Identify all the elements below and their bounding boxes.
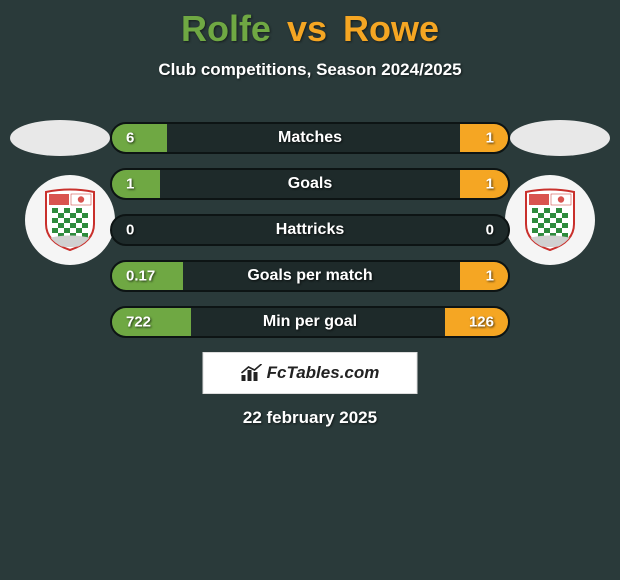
stat-value-left: 722: [126, 314, 151, 331]
stat-value-right: 1: [486, 268, 494, 285]
player2-club-badge: [505, 175, 595, 265]
stat-row: 722 126 Min per goal: [110, 306, 510, 338]
stat-bar-left: [112, 170, 160, 198]
bars-icon: [241, 364, 263, 382]
vs-label: vs: [287, 8, 327, 49]
stat-row: 6 1 Matches: [110, 122, 510, 154]
stat-value-left: 6: [126, 130, 134, 147]
player1-club-badge: [25, 175, 115, 265]
brand-text: FcTables.com: [267, 363, 380, 383]
club-shield-icon: [43, 188, 97, 252]
stat-value-right: 1: [486, 176, 494, 193]
stat-label: Goals per match: [247, 267, 372, 285]
stat-bar-right: [460, 170, 508, 198]
stat-value-left: 0: [126, 222, 134, 239]
stat-value-right: 0: [486, 222, 494, 239]
stat-value-right: 1: [486, 130, 494, 147]
date: 22 february 2025: [0, 408, 620, 428]
stat-label: Hattricks: [276, 221, 344, 239]
stats-panel: 6 1 Matches 1 1 Goals 0 0 Hattricks 0.17 1 Goals pe…: [110, 122, 510, 352]
stat-row: 0.17 1 Goals per match: [110, 260, 510, 292]
comparison-infographic: Rolfe vs Rowe Club competitions, Season …: [0, 0, 620, 580]
brand-box: FcTables.com: [203, 352, 418, 394]
stat-row: 0 0 Hattricks: [110, 214, 510, 246]
subtitle: Club competitions, Season 2024/2025: [0, 60, 620, 80]
player1-name: Rolfe: [181, 8, 271, 49]
club-shield-icon: [523, 188, 577, 252]
title: Rolfe vs Rowe: [0, 0, 620, 50]
player1-photo: [10, 120, 110, 156]
stat-label: Matches: [278, 129, 342, 147]
stat-bar-right: [460, 124, 508, 152]
stat-bar-right: [460, 262, 508, 290]
player2-photo: [510, 120, 610, 156]
stat-label: Min per goal: [263, 313, 357, 331]
stat-row: 1 1 Goals: [110, 168, 510, 200]
stat-bar-left: [112, 124, 167, 152]
stat-value-left: 0.17: [126, 268, 155, 285]
stat-value-left: 1: [126, 176, 134, 193]
stat-label: Goals: [288, 175, 332, 193]
stat-bar-left: [112, 308, 191, 336]
stat-value-right: 126: [469, 314, 494, 331]
player2-name: Rowe: [343, 8, 439, 49]
